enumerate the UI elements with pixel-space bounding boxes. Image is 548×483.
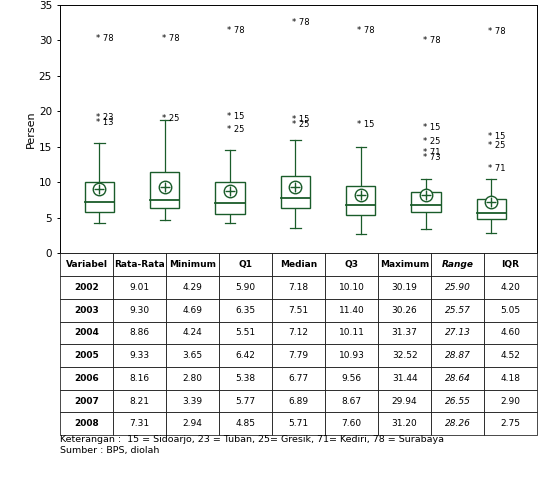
Text: * 15: * 15 bbox=[357, 120, 375, 128]
Text: * 78: * 78 bbox=[162, 34, 179, 43]
Text: * 15: * 15 bbox=[292, 115, 310, 125]
Bar bbox=[215, 182, 245, 214]
Bar bbox=[346, 185, 375, 215]
Text: * 78: * 78 bbox=[357, 26, 375, 35]
Bar bbox=[85, 182, 114, 212]
Text: * 78: * 78 bbox=[292, 18, 310, 27]
Text: * 25: * 25 bbox=[423, 137, 440, 146]
Text: * 25: * 25 bbox=[162, 114, 179, 123]
Text: * 71: * 71 bbox=[423, 148, 440, 157]
Text: * 15: * 15 bbox=[423, 123, 440, 131]
Text: * 25: * 25 bbox=[292, 120, 310, 128]
Y-axis label: Persen: Persen bbox=[26, 110, 36, 148]
Bar bbox=[281, 176, 310, 208]
Bar bbox=[477, 199, 506, 219]
Text: Keterangan :  15 = Sidoarjo, 23 = Tuban, 25= Gresik, 71= Kediri, 78 = Surabaya
S: Keterangan : 15 = Sidoarjo, 23 = Tuban, … bbox=[60, 435, 444, 455]
Text: * 71: * 71 bbox=[488, 164, 506, 173]
Bar bbox=[412, 192, 441, 213]
Text: * 78: * 78 bbox=[488, 28, 506, 36]
Text: * 15: * 15 bbox=[227, 112, 244, 121]
Text: * 78: * 78 bbox=[227, 26, 244, 35]
Bar bbox=[150, 172, 179, 208]
Text: * 78: * 78 bbox=[423, 36, 441, 45]
Text: * 73: * 73 bbox=[423, 153, 441, 162]
Text: * 25: * 25 bbox=[227, 125, 244, 134]
Text: * 13: * 13 bbox=[96, 117, 113, 127]
Text: * 25: * 25 bbox=[488, 141, 505, 150]
Text: * 23: * 23 bbox=[96, 113, 113, 122]
Text: * 78: * 78 bbox=[96, 34, 114, 43]
Text: * 15: * 15 bbox=[488, 132, 505, 141]
